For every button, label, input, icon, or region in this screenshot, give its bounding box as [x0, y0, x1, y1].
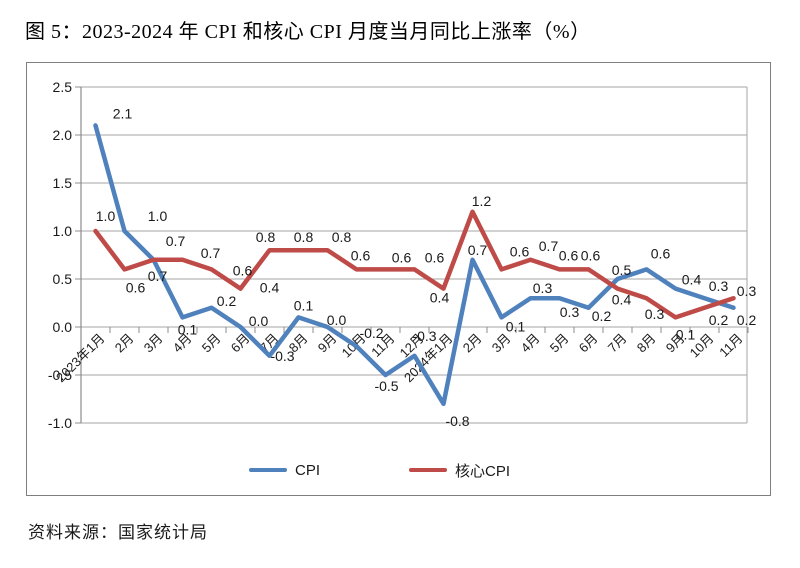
- core-cpi-data-label: 0.6: [559, 247, 579, 263]
- cpi-data-label: 0.2: [737, 312, 757, 328]
- x-axis-label: 2023年1月: [53, 331, 108, 386]
- core-cpi-line-swatch: [409, 468, 447, 472]
- x-axis-label: 11月: [716, 331, 745, 360]
- core-cpi-data-label: 0.6: [233, 262, 253, 278]
- x-axis-label: 5月: [199, 331, 224, 356]
- cpi-data-label: 0.4: [682, 272, 702, 288]
- x-axis-label: 2月: [460, 331, 485, 356]
- core-cpi-data-label: 0.6: [425, 249, 445, 265]
- y-tick-label: -1.0: [48, 415, 72, 431]
- cpi-data-label: -0.5: [374, 378, 398, 394]
- core-cpi-data-label: 0.8: [256, 229, 276, 245]
- core-cpi-data-label: 1.2: [472, 193, 492, 209]
- x-axis-label: 6月: [576, 331, 601, 356]
- figure-title: 图 5：2023-2024 年 CPI 和核心 CPI 月度当月同比上涨率（%）: [25, 21, 591, 43]
- x-axis-label: 8月: [634, 331, 659, 356]
- core-cpi-data-label: 0.3: [645, 306, 665, 322]
- y-tick-label: 2.5: [53, 79, 73, 95]
- core-cpi-data-label: 0.1: [676, 326, 696, 342]
- core-cpi-data-label: 0.7: [201, 245, 221, 261]
- core-cpi-data-label: 0.6: [351, 247, 371, 263]
- cpi-data-label: 0.6: [651, 245, 671, 261]
- y-tick-label: 0.0: [53, 319, 73, 335]
- cpi-data-label: 0.0: [249, 313, 269, 329]
- cpi-line: [93, 123, 736, 407]
- cpi-data-label: 1.0: [148, 208, 168, 224]
- cpi-data-label: 0.5: [612, 262, 632, 278]
- core-cpi-data-label: 0.7: [166, 233, 186, 249]
- chart-legend: CPI 核心CPI: [27, 459, 770, 481]
- cpi-data-label: -0.3: [270, 348, 294, 364]
- core-cpi-data-label: 0.8: [332, 229, 352, 245]
- cpi-data-label: 0.7: [468, 242, 488, 258]
- y-tick-label: 2.0: [53, 127, 73, 143]
- core-cpi-data-label: 0.4: [260, 280, 280, 296]
- y-tick-label: 0.5: [53, 271, 73, 287]
- core-cpi-data-label: 0.6: [392, 249, 412, 265]
- y-tick-label: 1.0: [53, 223, 73, 239]
- y-tick-label: -0.5: [48, 367, 72, 383]
- cpi-data-label: 0.2: [592, 308, 612, 324]
- core-cpi-line: [93, 209, 736, 320]
- legend-label-cpi: CPI: [295, 461, 321, 479]
- x-axis-label: 2月: [112, 331, 137, 356]
- cpi-data-label: 0.3: [560, 304, 580, 320]
- cpi-data-label: 0.7: [148, 268, 168, 284]
- legend-item-cpi: CPI: [249, 459, 320, 481]
- source-note: 资料来源：国家统计局: [28, 523, 208, 542]
- cpi-data-label: 0.3: [533, 280, 553, 296]
- cpi-data-label: 0.1: [178, 321, 198, 337]
- cpi-data-label: -0.2: [359, 325, 383, 341]
- core-cpi-data-label: 0.6: [126, 279, 146, 295]
- cpi-data-label: 0.2: [217, 293, 237, 309]
- x-axis-label: 3月: [141, 331, 166, 356]
- core-cpi-data-label: 0.6: [510, 243, 530, 259]
- y-tick-label: 1.5: [53, 175, 73, 191]
- core-cpi-data-label: 0.7: [539, 238, 559, 254]
- core-cpi-data-label: 0.4: [430, 290, 450, 306]
- core-cpi-data-label: 0.3: [737, 283, 757, 299]
- cpi-data-label: -0.8: [445, 413, 469, 429]
- x-axis-label: 5月: [547, 331, 572, 356]
- cpi-data-label: 2.1: [113, 105, 133, 121]
- core-cpi-data-label: 1.0: [96, 208, 116, 224]
- cpi-data-label: 0.1: [506, 318, 526, 334]
- legend-label-core-cpi: 核心CPI: [455, 462, 511, 480]
- core-cpi-data-label: 0.8: [294, 229, 314, 245]
- core-cpi-data-label: 0.2: [709, 312, 729, 328]
- cpi-data-label: -0.3: [412, 328, 436, 344]
- chart-container: -1.0 -0.5 0.0 0.5 1.0 1.5 2.0 2.5 2023年1月 2月 3月 4月 5…: [26, 62, 771, 496]
- cpi-data-label: 0.0: [327, 312, 347, 328]
- legend-item-core-cpi: 核心CPI: [409, 459, 510, 481]
- cpi-line-swatch: [249, 468, 287, 472]
- cpi-data-label: 0.1: [294, 297, 314, 313]
- core-cpi-data-label: 0.4: [612, 292, 632, 308]
- x-axis-label: 7月: [605, 331, 630, 356]
- core-cpi-data-label: 0.6: [581, 247, 601, 263]
- cpi-data-label: 0.3: [709, 278, 729, 294]
